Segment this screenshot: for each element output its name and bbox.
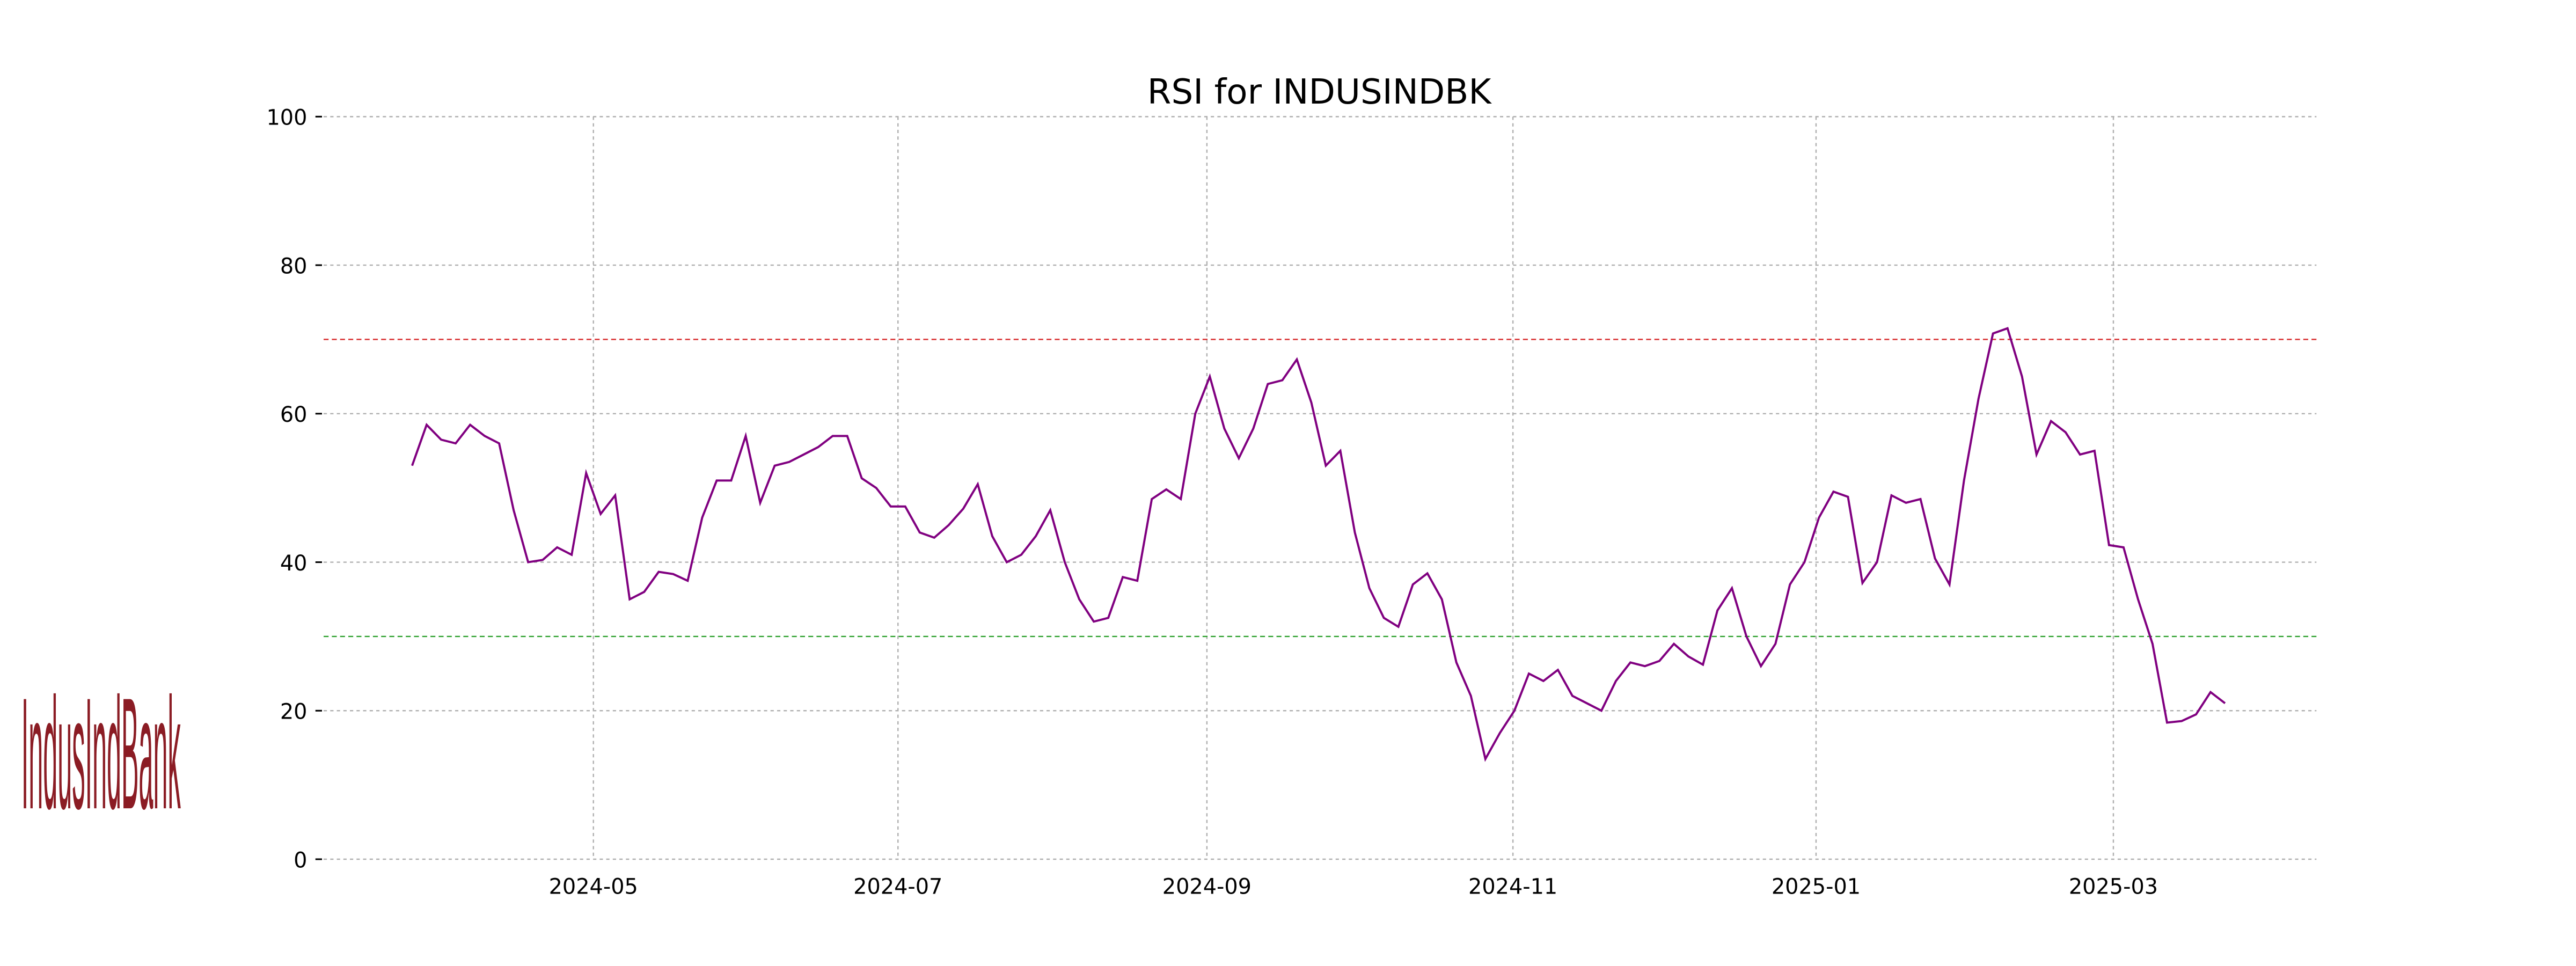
logo: IndusIndBank — [21, 664, 181, 843]
rsi-line — [411, 327, 2226, 762]
x-tick-label: 2024-11 — [1468, 874, 1557, 899]
x-tick-label: 2024-05 — [549, 874, 638, 899]
chart-title: RSI for INDUSINDBK — [1147, 72, 1492, 112]
y-tick-label: 80 — [280, 254, 308, 279]
y-tick-label: 40 — [280, 551, 308, 576]
x-tick-label: 2024-09 — [1162, 874, 1252, 899]
x-tick-label: 2025-01 — [1772, 874, 1861, 899]
x-tick-label: 2025-03 — [2069, 874, 2158, 899]
y-tick-label: 20 — [280, 700, 308, 724]
y-tick-label: 60 — [280, 402, 308, 427]
y-tick-label: 0 — [294, 848, 307, 873]
y-tick-label: 100 — [267, 106, 308, 130]
x-tick-label: 2024-07 — [853, 874, 942, 899]
